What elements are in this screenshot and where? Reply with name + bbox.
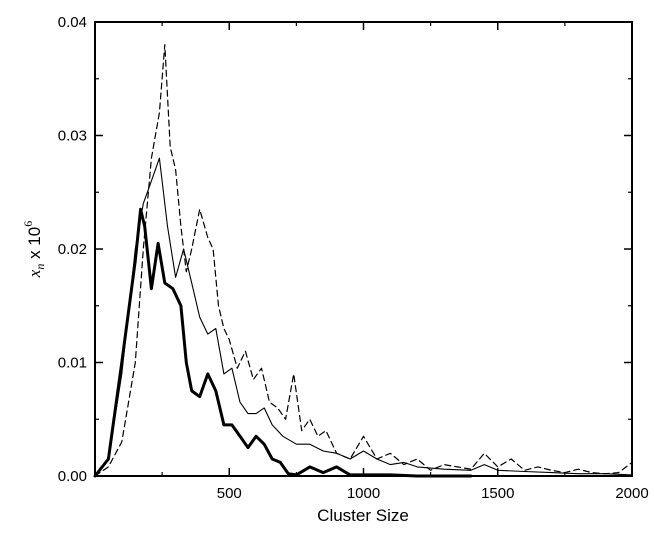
x-tick-label: 500 [217,485,242,502]
y-tick-label: 0.02 [58,241,87,258]
series-line-solid-thick [93,207,473,478]
y-axis-title: xn x 106 [21,221,47,278]
x-axis-title: Cluster Size [317,506,409,525]
y-tick-label: 0.04 [58,14,87,31]
series-line-dashed [94,44,633,477]
ticks-layer [95,21,633,477]
series-line-solid-thin [94,157,633,477]
x-tick-label: 2000 [615,485,648,502]
plot-frame [94,21,633,477]
y-axis-symbol: x [25,269,44,278]
y-tick-label: 0.01 [58,355,87,372]
tick-labels-layer: 500 1000 1500 2000 0.00 0.01 0.02 0.03 0.04 [58,14,649,502]
y-axis-exponent: 6 [21,221,35,227]
y-tick-label: 0.03 [58,128,87,145]
series-layer [93,44,633,478]
x-tick-label: 1000 [347,485,380,502]
y-tick-label: 0.00 [58,468,87,485]
x-tick-label: 1500 [481,485,514,502]
y-axis-subscript: n [33,264,47,270]
y-axis-multiplier: x 10 [25,227,44,264]
